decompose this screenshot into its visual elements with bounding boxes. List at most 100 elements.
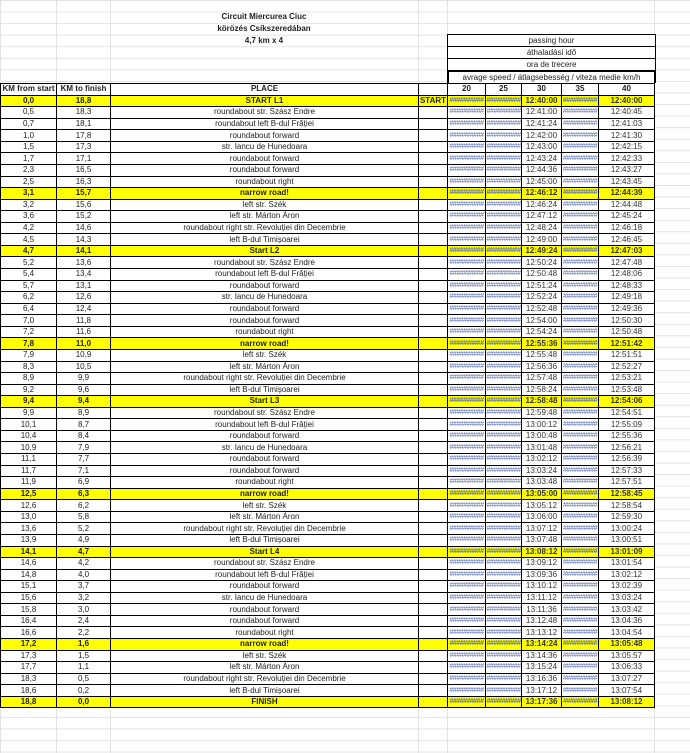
speed-25-time-cell[interactable]: ########## (485, 175, 522, 189)
start-cell[interactable] (418, 580, 448, 593)
place-cell[interactable]: narrow road! (110, 187, 419, 200)
speed-25-time-cell[interactable]: ########## (485, 672, 522, 686)
km-to-finish-cell[interactable]: 0,0 (56, 695, 111, 709)
km-to-finish-cell[interactable]: 4,0 (56, 568, 111, 582)
speed-20-time-cell[interactable]: ########## (447, 568, 486, 582)
speed-40-time-cell[interactable]: 12:53:21 (598, 372, 655, 385)
speed-40-time-cell[interactable]: 12:58:54 (598, 499, 655, 512)
speed-30-time-cell[interactable]: 13:00:12 (521, 418, 562, 431)
speed-30-time-cell[interactable]: 13:08:12 (521, 545, 562, 559)
speed-30-time-cell[interactable]: 13:07:12 (521, 522, 562, 535)
speed-20-time-cell[interactable]: ########## (447, 395, 486, 408)
speed-25-time-cell[interactable]: ########## (485, 487, 522, 501)
start-cell[interactable] (418, 256, 448, 269)
km-to-finish-cell[interactable]: 14,6 (56, 221, 111, 235)
speed-30-time-cell[interactable]: 13:15:24 (521, 661, 562, 674)
speed-35-time-cell[interactable]: ########## (561, 337, 599, 350)
place-cell[interactable]: roundabout right str. Revoluției din Dec… (110, 221, 419, 235)
km-to-finish-cell[interactable]: 1,1 (56, 661, 111, 674)
speed-35-time-cell[interactable]: ########## (561, 510, 599, 524)
speed-30-time-cell[interactable]: 12:44:36 (521, 163, 562, 177)
km-to-finish-cell[interactable]: 7,9 (56, 441, 111, 454)
km-to-finish-cell[interactable]: 3,2 (56, 591, 111, 605)
speed-20-time-cell[interactable]: ########## (447, 638, 486, 651)
km-from-start-cell[interactable]: 11,9 (0, 476, 57, 489)
speed-25-time-cell[interactable]: ########## (485, 372, 522, 385)
speed-25-time-cell[interactable]: ########## (485, 684, 522, 697)
start-cell[interactable] (418, 684, 448, 697)
speed-25-time-cell[interactable]: ########## (485, 533, 522, 547)
speed-40-time-cell[interactable]: 12:50:48 (598, 325, 655, 339)
speed-30-time-cell[interactable]: 12:58:48 (521, 395, 562, 408)
speed-40-time-cell[interactable]: 12:57:33 (598, 464, 655, 478)
km-to-finish-cell[interactable]: 15,7 (56, 187, 111, 200)
speed-25-time-cell[interactable]: ########## (485, 638, 522, 651)
km-to-finish-cell[interactable]: 6,9 (56, 476, 111, 489)
speed-35-time-cell[interactable]: ########## (561, 406, 599, 420)
speed-20-time-cell[interactable]: ########## (447, 221, 486, 235)
km-from-start-cell[interactable]: 0,7 (0, 117, 57, 131)
speed-20-time-cell[interactable]: ########## (447, 187, 486, 200)
km-from-start-cell[interactable]: 17,7 (0, 661, 57, 674)
start-cell[interactable] (418, 499, 448, 512)
speed-25-time-cell[interactable]: ########## (485, 198, 522, 212)
km-to-finish-cell[interactable]: 9,6 (56, 383, 111, 397)
km-from-start-cell[interactable]: 7,2 (0, 325, 57, 339)
place-cell[interactable]: roundabout forward (110, 129, 419, 142)
speed-40-time-cell[interactable]: 12:44:39 (598, 187, 655, 200)
speed-20-time-cell[interactable]: ########## (447, 441, 486, 454)
place-cell[interactable]: left str. Márton Áron (110, 360, 419, 374)
km-to-finish-cell[interactable]: 15,6 (56, 198, 111, 212)
place-cell[interactable]: left str. Szék (110, 198, 419, 212)
place-cell[interactable]: roundabout right str. Revoluției din Dec… (110, 522, 419, 535)
km-from-start-cell[interactable]: 14,1 (0, 545, 57, 559)
start-cell[interactable] (418, 626, 448, 639)
speed-25-time-cell[interactable]: ########## (485, 210, 522, 223)
km-from-start-cell[interactable]: 13,6 (0, 522, 57, 535)
km-to-finish-cell[interactable]: 7,7 (56, 453, 111, 466)
speed-35-time-cell[interactable]: ########## (561, 626, 599, 639)
start-cell[interactable] (418, 441, 448, 454)
speed-25-time-cell[interactable]: ########## (485, 626, 522, 639)
place-cell[interactable]: roundabout forward (110, 453, 419, 466)
speed-30-time-cell[interactable]: 13:11:12 (521, 591, 562, 605)
start-cell[interactable] (418, 233, 448, 246)
km-from-start-cell[interactable]: 13,0 (0, 510, 57, 524)
start-cell[interactable] (418, 603, 448, 616)
start-cell[interactable] (418, 464, 448, 478)
km-to-finish-cell[interactable]: 5,2 (56, 522, 111, 535)
speed-25-time-cell[interactable]: ########## (485, 510, 522, 524)
km-to-finish-cell[interactable]: 1,6 (56, 638, 111, 651)
speed-30-time-cell[interactable]: 12:43:00 (521, 140, 562, 154)
start-cell[interactable]: START (418, 94, 448, 108)
speed-35-time-cell[interactable]: ########## (561, 221, 599, 235)
place-cell[interactable]: left str. Szék (110, 499, 419, 512)
speed-35-time-cell[interactable]: ########## (561, 499, 599, 512)
start-cell[interactable] (418, 649, 448, 663)
place-cell[interactable]: roundabout str. Szász Endre (110, 557, 419, 570)
km-to-finish-cell[interactable]: 0,5 (56, 672, 111, 686)
place-cell[interactable]: roundabout str. Szász Endre (110, 406, 419, 420)
speed-25-time-cell[interactable]: ########## (485, 268, 522, 281)
speed-35-time-cell[interactable]: ########## (561, 418, 599, 431)
km-from-start-cell[interactable]: 3,2 (0, 198, 57, 212)
speed-20-time-cell[interactable]: ########## (447, 117, 486, 131)
km-from-start-cell[interactable]: 5,2 (0, 256, 57, 269)
speed-20-time-cell[interactable]: ########## (447, 302, 486, 316)
speed-35-time-cell[interactable]: ########## (561, 441, 599, 454)
place-cell[interactable]: left str. Szék (110, 348, 419, 362)
speed-25-time-cell[interactable]: ########## (485, 499, 522, 512)
km-from-start-cell[interactable]: 0,0 (0, 94, 57, 108)
start-cell[interactable] (418, 568, 448, 582)
speed-30-time-cell[interactable]: 13:03:48 (521, 476, 562, 489)
speed-30-time-cell[interactable]: 12:49:24 (521, 244, 562, 258)
speed-20-time-cell[interactable]: ########## (447, 94, 486, 108)
start-cell[interactable] (418, 187, 448, 200)
speed-35-time-cell[interactable]: ########## (561, 106, 599, 119)
place-cell[interactable]: roundabout left B-dul Frăției (110, 268, 419, 281)
km-from-start-cell[interactable]: 4,5 (0, 233, 57, 246)
km-to-finish-cell[interactable]: 0,2 (56, 684, 111, 697)
speed-20-time-cell[interactable]: ########## (447, 672, 486, 686)
speed-20-time-cell[interactable]: ########## (447, 533, 486, 547)
speed-30-time-cell[interactable]: 13:06:00 (521, 510, 562, 524)
